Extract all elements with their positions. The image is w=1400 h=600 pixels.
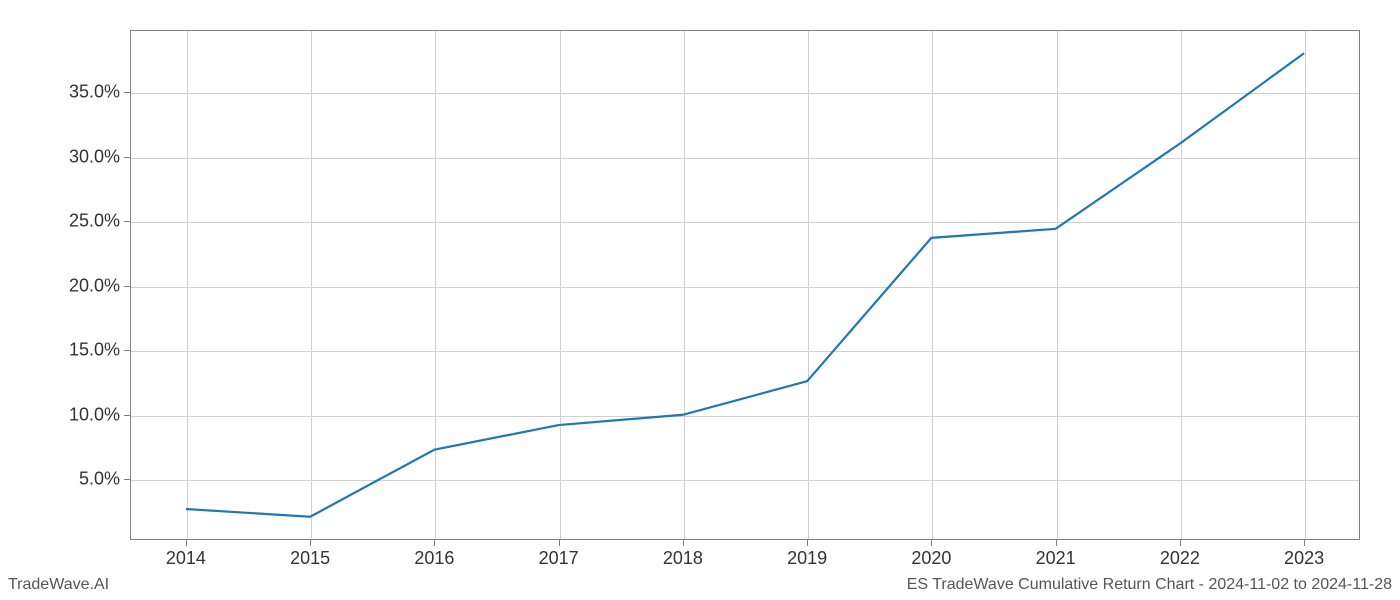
line-chart-svg — [130, 30, 1360, 540]
x-tick-mark — [434, 540, 435, 546]
y-tick-label: 25.0% — [69, 211, 120, 232]
x-tick-mark — [807, 540, 808, 546]
x-tick-mark — [1304, 540, 1305, 546]
y-tick-label: 10.0% — [69, 404, 120, 425]
x-tick-label: 2021 — [1036, 548, 1076, 569]
x-tick-label: 2023 — [1284, 548, 1324, 569]
y-tick-label: 20.0% — [69, 275, 120, 296]
y-tick-mark — [124, 221, 130, 222]
y-tick-label: 35.0% — [69, 81, 120, 102]
x-tick-mark — [1180, 540, 1181, 546]
y-tick-mark — [124, 350, 130, 351]
x-tick-label: 2017 — [539, 548, 579, 569]
y-tick-mark — [124, 415, 130, 416]
y-tick-mark — [124, 286, 130, 287]
x-tick-label: 2020 — [911, 548, 951, 569]
x-tick-mark — [186, 540, 187, 546]
x-tick-label: 2018 — [663, 548, 703, 569]
y-tick-mark — [124, 479, 130, 480]
x-tick-mark — [931, 540, 932, 546]
x-tick-label: 2015 — [290, 548, 330, 569]
x-tick-mark — [1056, 540, 1057, 546]
x-tick-label: 2016 — [414, 548, 454, 569]
x-tick-mark — [683, 540, 684, 546]
x-tick-mark — [310, 540, 311, 546]
footer-brand-text: TradeWave.AI — [8, 576, 109, 594]
x-tick-label: 2014 — [166, 548, 206, 569]
y-tick-label: 15.0% — [69, 340, 120, 361]
y-tick-mark — [124, 157, 130, 158]
x-tick-label: 2019 — [787, 548, 827, 569]
x-tick-label: 2022 — [1160, 548, 1200, 569]
y-tick-label: 5.0% — [79, 469, 120, 490]
footer-chart-description: ES TradeWave Cumulative Return Chart - 2… — [907, 576, 1392, 594]
chart-container — [130, 30, 1360, 540]
y-tick-label: 30.0% — [69, 146, 120, 167]
x-tick-mark — [559, 540, 560, 546]
y-tick-mark — [124, 92, 130, 93]
